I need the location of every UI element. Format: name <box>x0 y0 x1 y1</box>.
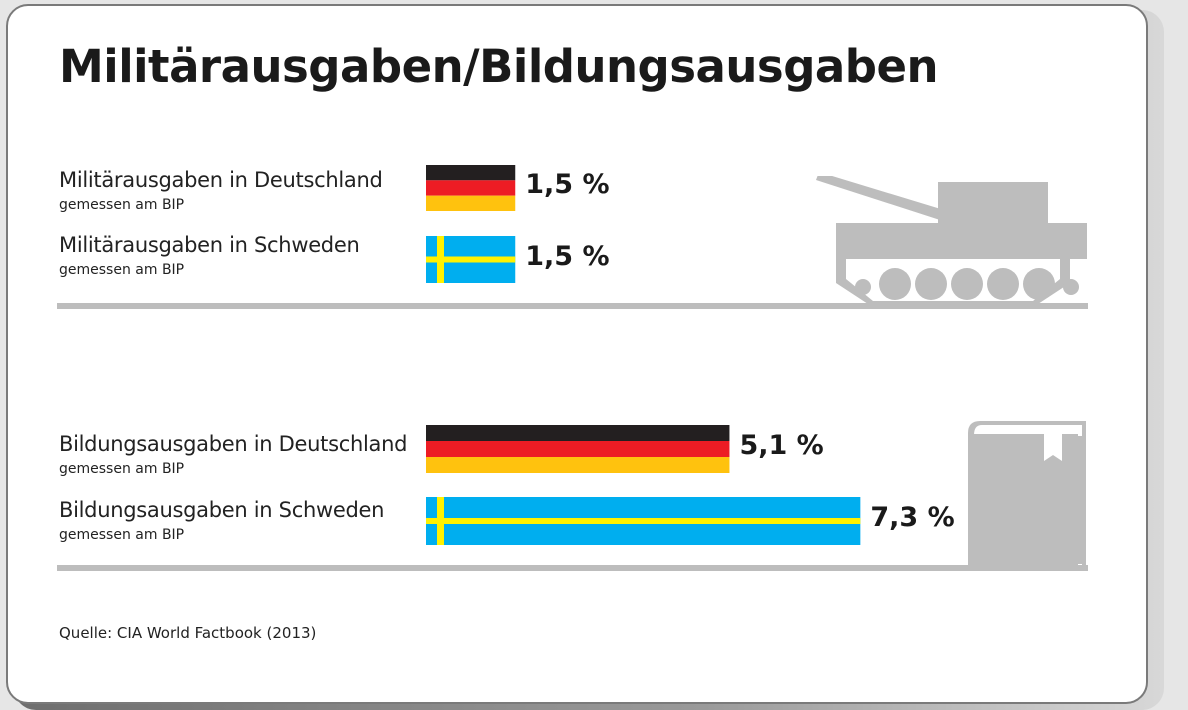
bar-education-se-cross-v <box>437 497 444 545</box>
bar-education-de-black <box>426 425 730 441</box>
label-military-de: Militärausgaben in Deutschland <box>59 168 383 192</box>
label-education-de: Bildungsausgaben in Deutschland <box>59 432 408 456</box>
value-label-education-de: 5,1 % <box>739 430 824 461</box>
bar-military-de-gold <box>426 195 516 211</box>
label-education-se: Bildungsausgaben in Schweden <box>59 498 385 522</box>
book-icon <box>968 421 1086 565</box>
bar-military-se-cross-h <box>426 256 516 263</box>
bars-layer <box>426 165 861 545</box>
label-military-se: Militärausgaben in Schweden <box>59 233 360 257</box>
value-label-military-se: 1,5 % <box>525 240 610 272</box>
chart-title: Militärausgaben/Bildungsausgaben <box>59 40 939 93</box>
bar-education-de-gold <box>426 457 730 473</box>
bar-education-se-cross-h <box>426 518 861 524</box>
sublabel-education-se: gemessen am BIP <box>59 527 185 543</box>
value-label-military-de: 1,5 % <box>525 169 610 200</box>
bar-education-de-red <box>426 441 730 457</box>
bar-military-de-red <box>426 180 516 196</box>
tank-icon <box>816 176 1087 304</box>
sublabel-military-de: gemessen am BIP <box>59 197 185 213</box>
source-note: Quelle: CIA World Factbook (2013) <box>59 624 317 642</box>
value-label-education-se: 7,3 % <box>870 502 955 533</box>
sublabel-military-se: gemessen am BIP <box>59 262 185 278</box>
bar-military-de-black <box>426 165 516 181</box>
bar-military-se-cross-v <box>437 236 444 283</box>
sublabel-education-de: gemessen am BIP <box>59 461 185 477</box>
divider-military <box>57 303 1088 309</box>
infographic-card <box>6 4 1148 704</box>
divider-education <box>57 565 1088 571</box>
